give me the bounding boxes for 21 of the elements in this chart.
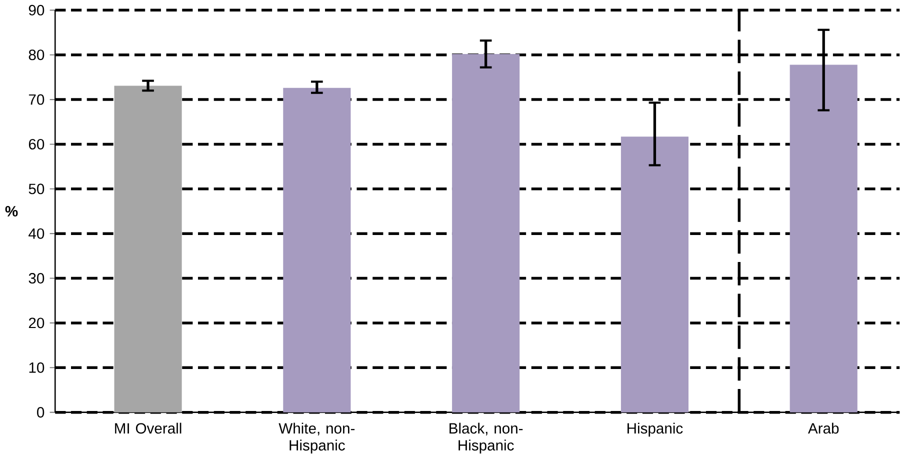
y-tick-label: 90 xyxy=(28,4,44,16)
y-tick-label: 60 xyxy=(28,138,44,150)
y-tick-label: 30 xyxy=(28,272,44,284)
y-tick-label: 20 xyxy=(28,317,44,328)
bar xyxy=(114,85,182,412)
x-tick-label: Black, non-Hispanic xyxy=(450,422,523,454)
y-tick-label: 0 xyxy=(37,406,44,418)
x-tick-label: Arab xyxy=(808,422,839,434)
y-tick-label: 70 xyxy=(28,94,44,105)
y-tick-label: 80 xyxy=(28,49,44,60)
x-tick-label: Hispanic xyxy=(628,422,683,436)
y-tick-label: 10 xyxy=(29,362,44,373)
bar xyxy=(790,64,858,412)
y-tick-label: 40 xyxy=(28,228,44,239)
x-tick-label: MI Overall xyxy=(115,422,182,434)
bar xyxy=(283,88,351,412)
bar xyxy=(452,54,520,412)
x-tick-label: White, non-Hispanic xyxy=(278,422,355,454)
y-axis-title: % xyxy=(5,206,18,216)
bar xyxy=(620,136,689,412)
y-tick-label: 50 xyxy=(28,183,44,194)
